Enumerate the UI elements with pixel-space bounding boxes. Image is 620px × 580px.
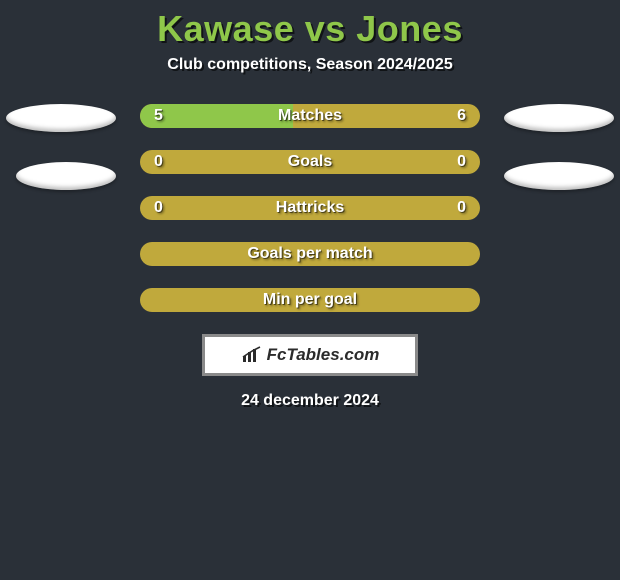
subtitle: Club competitions, Season 2024/2025 [167,56,452,74]
stat-row: 0 Goals 0 [140,150,480,174]
page-title: Kawase vs Jones [157,8,463,50]
stat-label: Goals [288,153,332,171]
stats-area: 5 Matches 6 0 Goals 0 0 Hattricks 0 Goal… [0,104,620,312]
ellipse [16,162,116,190]
left-ellipses [6,104,116,190]
right-ellipses [504,104,614,190]
stat-label: Goals per match [247,245,372,263]
stat-row: Min per goal [140,288,480,312]
stat-row: 5 Matches 6 [140,104,480,128]
ellipse [504,162,614,190]
stat-right-value: 0 [457,153,466,171]
ellipse [6,104,116,132]
date-text: 24 december 2024 [241,392,379,410]
stat-label: Matches [278,107,342,125]
stat-left-value: 0 [154,153,163,171]
attribution-badge: FcTables.com [202,334,418,376]
stat-label: Min per goal [263,291,357,309]
stat-right-value: 6 [457,107,466,125]
stat-left-value: 5 [154,107,163,125]
ellipse [504,104,614,132]
stat-right-value: 0 [457,199,466,217]
stat-row: Goals per match [140,242,480,266]
stat-left-value: 0 [154,199,163,217]
attribution-text: FcTables.com [267,345,380,365]
stat-label: Hattricks [276,199,344,217]
bar-chart-icon [241,346,263,364]
stat-rows: 5 Matches 6 0 Goals 0 0 Hattricks 0 Goal… [140,104,480,312]
stat-row: 0 Hattricks 0 [140,196,480,220]
